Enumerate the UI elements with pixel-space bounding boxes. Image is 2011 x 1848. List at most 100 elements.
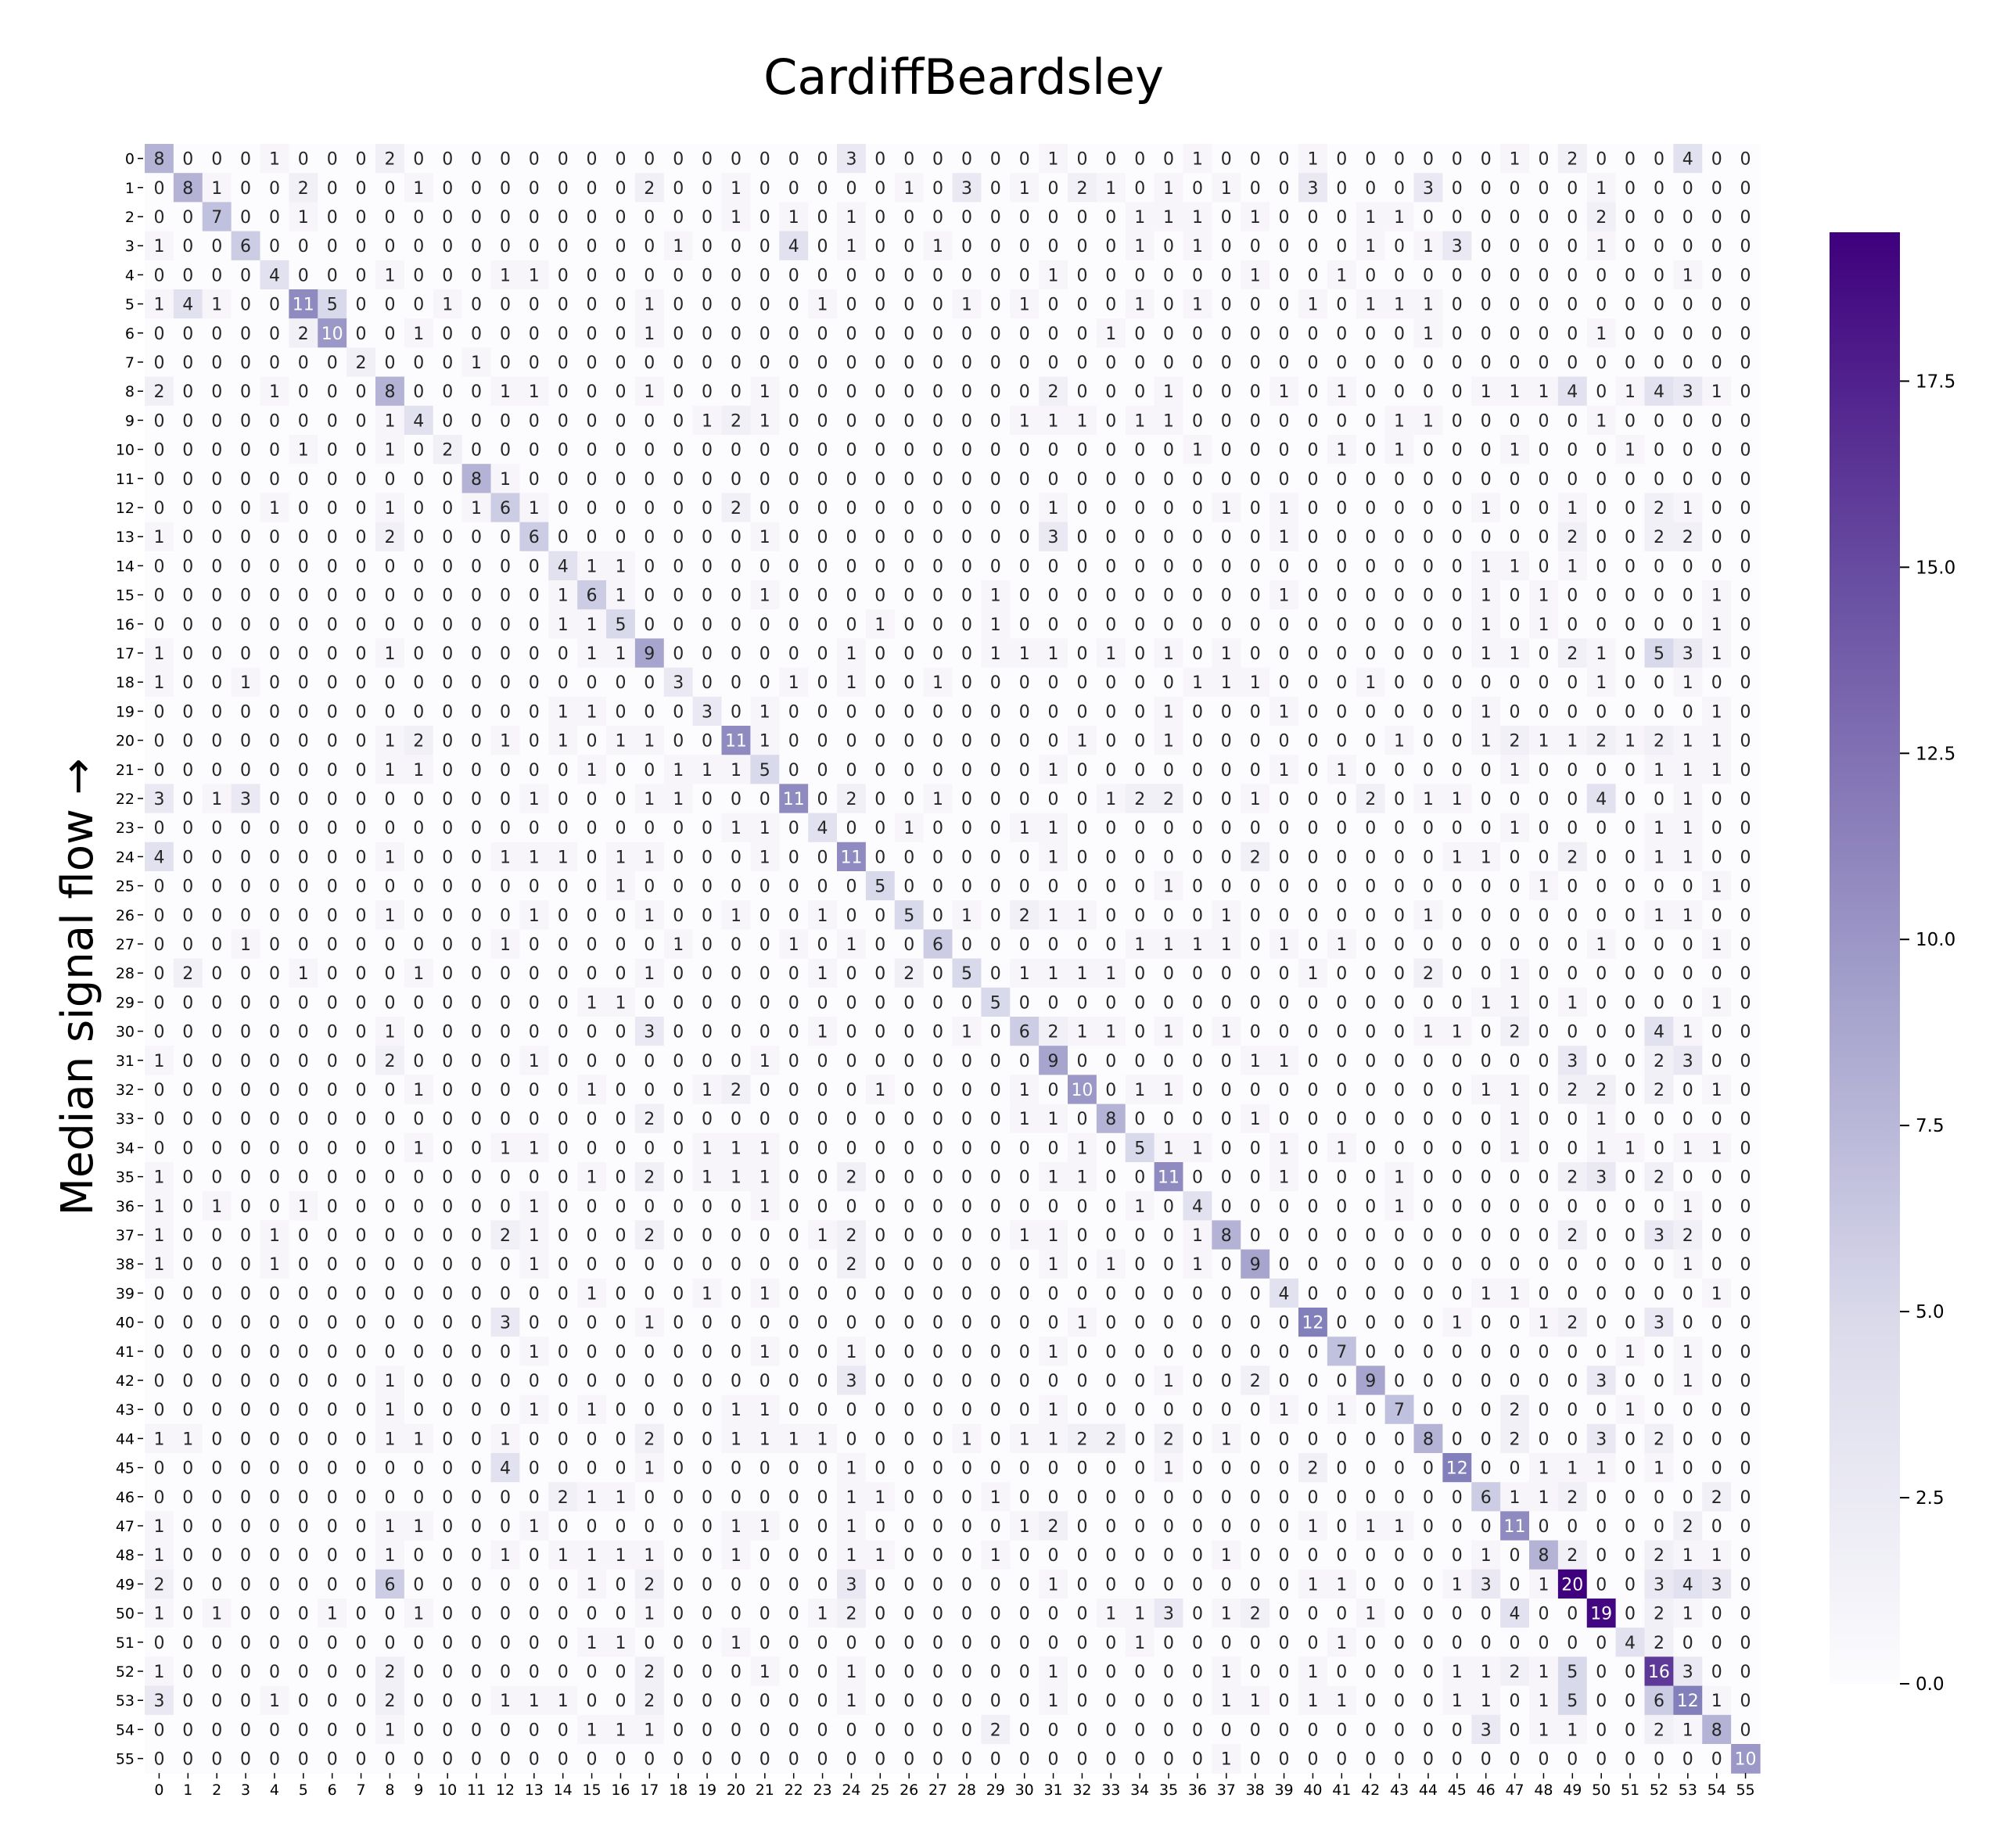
- cell-value-label: 0: [760, 353, 770, 373]
- cell-value-label: 0: [1711, 266, 1722, 285]
- cell-value-label: 0: [1279, 296, 1290, 315]
- cell-value-label: 0: [1134, 644, 1145, 664]
- cell-value-label: 2: [1423, 964, 1434, 984]
- cell-value-label: 0: [1048, 673, 1059, 693]
- cell-value-label: 0: [182, 702, 193, 722]
- cell-value-label: 0: [961, 935, 972, 955]
- cell-value-label: 0: [1654, 557, 1664, 576]
- cell-value-label: 0: [327, 732, 338, 752]
- heatmap-cell: [1096, 144, 1126, 174]
- cell-value-label: 0: [1423, 470, 1434, 490]
- cell-value-label: 1: [1048, 499, 1059, 519]
- cell-value-label: 0: [327, 819, 338, 838]
- cell-value-label: 0: [1279, 266, 1290, 285]
- cell-value-label: 0: [903, 528, 914, 547]
- cell-value-label: 0: [1250, 441, 1261, 461]
- cell-value-label: 0: [384, 208, 395, 228]
- cell-value-label: 1: [153, 1052, 164, 1071]
- cell-value-label: 1: [760, 587, 770, 606]
- cell-value-label: 0: [1567, 906, 1578, 926]
- cell-value-label: 0: [1279, 732, 1290, 752]
- cell-value-label: 0: [1394, 702, 1405, 722]
- cell-value-label: 0: [587, 411, 598, 431]
- cell-value-label: 1: [760, 848, 770, 867]
- cell-value-label: 0: [413, 150, 424, 170]
- cell-value-label: 5: [874, 877, 885, 897]
- cell-value-label: 1: [1221, 906, 1232, 926]
- cell-value-label: 0: [1654, 150, 1664, 170]
- cell-value-label: 0: [1105, 906, 1116, 926]
- cell-value-label: 0: [529, 1081, 540, 1100]
- cell-value-label: 0: [1192, 906, 1203, 926]
- heatmap-cell: [433, 231, 463, 261]
- cell-value-label: 0: [1336, 470, 1347, 490]
- cell-value-label: 0: [673, 732, 684, 752]
- cell-value-label: 0: [269, 208, 280, 228]
- cell-value-label: 1: [413, 1081, 424, 1100]
- cell-value-label: 1: [384, 411, 395, 431]
- heatmap-cell: [519, 202, 549, 232]
- cell-value-label: 0: [1163, 557, 1174, 576]
- cell-value-label: 0: [442, 1081, 453, 1100]
- cell-value-label: 1: [1134, 237, 1145, 257]
- cell-value-label: 0: [356, 935, 367, 955]
- cell-value-label: 0: [1307, 528, 1318, 547]
- cell-value-label: 0: [644, 615, 655, 635]
- cell-value-label: 0: [1105, 673, 1116, 693]
- cell-value-label: 1: [1279, 761, 1290, 780]
- cell-value-label: 0: [1279, 353, 1290, 373]
- cell-value-label: 5: [990, 993, 1001, 1013]
- cell-value-label: 0: [1625, 325, 1636, 344]
- cell-value-label: 0: [1423, 528, 1434, 547]
- cell-value-label: 0: [153, 411, 164, 431]
- cell-value-label: 1: [1307, 964, 1318, 984]
- cell-value-label: 0: [990, 441, 1001, 461]
- heatmap-cell: [721, 144, 751, 174]
- cell-value-label: 0: [1452, 296, 1463, 315]
- cell-value-label: 1: [1336, 441, 1347, 461]
- cell-value-label: 0: [1654, 790, 1664, 809]
- cell-value-label: 0: [529, 237, 540, 257]
- cell-value-label: 0: [1740, 848, 1751, 867]
- cell-value-label: 0: [673, 1052, 684, 1071]
- cell-value-label: 1: [1538, 732, 1549, 752]
- cell-value-label: 0: [1019, 266, 1030, 285]
- cell-value-label: 0: [298, 848, 309, 867]
- cell-value-label: 0: [1192, 993, 1203, 1013]
- cell-value-label: 0: [1682, 179, 1693, 199]
- cell-value-label: 0: [990, 382, 1001, 402]
- cell-value-label: 0: [731, 528, 742, 547]
- cell-value-label: 0: [1134, 848, 1145, 867]
- cell-value-label: 0: [1192, 1052, 1203, 1071]
- cell-value-label: 0: [1134, 470, 1145, 490]
- cell-value-label: 0: [327, 353, 338, 373]
- cell-value-label: 0: [874, 906, 885, 926]
- cell-value-label: 0: [558, 441, 569, 461]
- cell-value-label: 0: [702, 353, 713, 373]
- cell-value-label: 0: [1307, 411, 1318, 431]
- cell-value-label: 0: [240, 470, 251, 490]
- cell-value-label: 0: [1163, 587, 1174, 606]
- cell-value-label: 0: [702, 906, 713, 926]
- cell-value-label: 0: [1076, 644, 1087, 664]
- cell-value-label: 0: [1076, 1052, 1087, 1071]
- cell-value-label: 0: [356, 237, 367, 257]
- cell-value-label: 0: [817, 237, 828, 257]
- cell-value-label: 0: [1654, 325, 1664, 344]
- cell-value-label: 0: [990, 557, 1001, 576]
- cell-value-label: 0: [932, 382, 943, 402]
- cell-value-label: 0: [731, 877, 742, 897]
- cell-value-label: 0: [1163, 296, 1174, 315]
- cell-value-label: 0: [529, 964, 540, 984]
- cell-value-label: 0: [615, 179, 626, 199]
- cell-value-label: 0: [500, 1081, 511, 1100]
- cell-value-label: 0: [961, 877, 972, 897]
- cell-value-label: 8: [153, 150, 164, 170]
- cell-value-label: 0: [587, 848, 598, 867]
- heatmap-cell: [1557, 144, 1588, 174]
- cell-value-label: 0: [1481, 761, 1492, 780]
- cell-value-label: 0: [182, 673, 193, 693]
- cell-value-label: 0: [211, 761, 222, 780]
- cell-value-label: 0: [673, 557, 684, 576]
